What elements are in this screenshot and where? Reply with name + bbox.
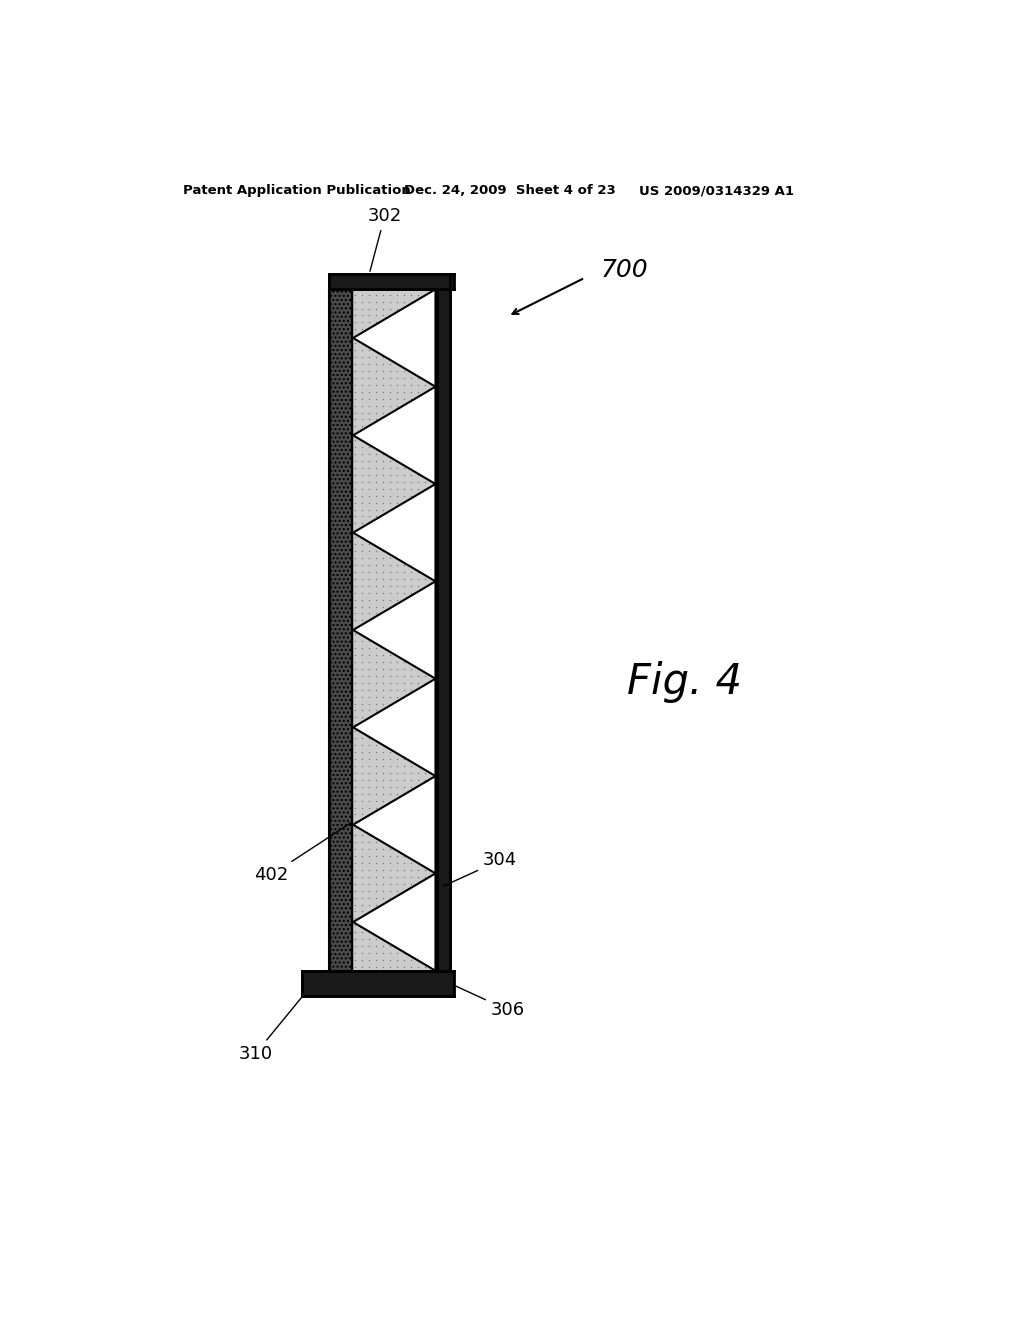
Text: 700: 700 xyxy=(600,257,648,282)
Polygon shape xyxy=(353,289,435,387)
Text: Fig. 4: Fig. 4 xyxy=(628,661,742,704)
Text: Patent Application Publication: Patent Application Publication xyxy=(183,185,411,197)
Polygon shape xyxy=(353,678,435,776)
Polygon shape xyxy=(353,776,435,874)
Text: 310: 310 xyxy=(239,993,306,1063)
Polygon shape xyxy=(353,874,435,970)
Bar xyxy=(330,275,454,289)
Text: 302: 302 xyxy=(368,207,401,271)
Text: Dec. 24, 2009  Sheet 4 of 23: Dec. 24, 2009 Sheet 4 of 23 xyxy=(403,185,615,197)
Bar xyxy=(351,289,437,970)
Text: 306: 306 xyxy=(453,985,525,1019)
Polygon shape xyxy=(353,484,435,581)
Text: 304: 304 xyxy=(443,851,517,886)
Polygon shape xyxy=(353,581,435,678)
Bar xyxy=(437,289,451,970)
Polygon shape xyxy=(353,387,435,484)
Bar xyxy=(330,289,351,970)
Text: US 2009/0314329 A1: US 2009/0314329 A1 xyxy=(639,185,794,197)
Text: 402: 402 xyxy=(254,822,351,883)
Bar xyxy=(301,970,454,997)
